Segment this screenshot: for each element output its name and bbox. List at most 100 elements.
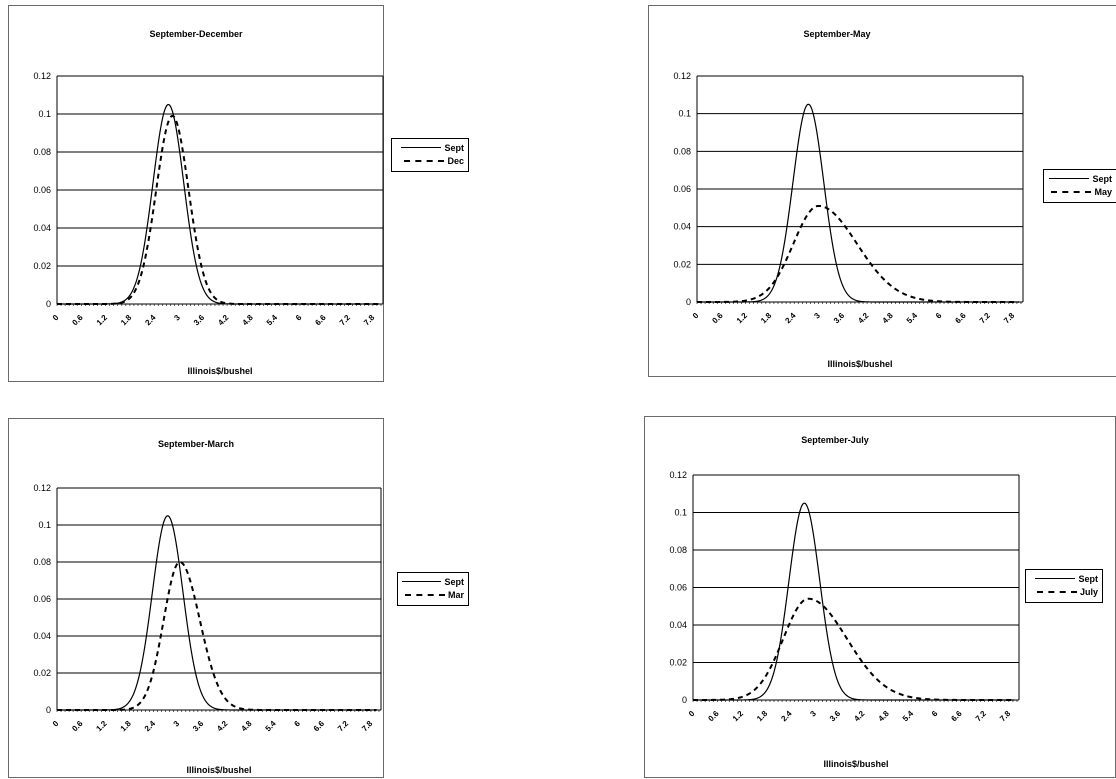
x-tick-label: 7.8 <box>360 719 375 734</box>
x-tick-label: 3.6 <box>828 709 843 724</box>
y-tick-label: 0.04 <box>673 222 691 232</box>
x-tick-label: 4.2 <box>215 719 230 734</box>
chart-title: September-July <box>801 435 869 445</box>
x-tick-label: 7.2 <box>974 709 989 724</box>
x-tick-label: 3 <box>812 311 822 321</box>
x-tick-label: 4.2 <box>216 313 231 328</box>
x-tick-label: 2.4 <box>779 709 794 724</box>
x-tick-label: 0 <box>51 719 61 729</box>
x-tick-label: 3.6 <box>832 311 847 326</box>
chart-title: September-December <box>149 29 243 39</box>
legend-item-sept: Sept <box>1030 572 1098 585</box>
x-tick-label: 1.2 <box>94 719 109 734</box>
y-tick-label: 0.08 <box>33 147 51 157</box>
x-tick-label: 4.8 <box>881 311 896 326</box>
legend-label: Sept <box>1078 573 1098 584</box>
chart-panel-sep-jul: September-July 0 0.02 0.04 0.06 0.08 0.1 0.12 0… <box>644 416 1116 778</box>
x-tick-label: 6 <box>292 719 302 729</box>
legend-label: July <box>1079 586 1098 597</box>
legend: Sept July <box>1025 569 1103 603</box>
y-tick-label: 0.04 <box>33 223 51 233</box>
x-tick-label: 3 <box>172 313 182 323</box>
y-tick-label: 0.1 <box>38 520 51 530</box>
y-tick-label: 0.1 <box>678 109 691 119</box>
legend-label: Dec <box>447 155 464 166</box>
y-tick-label: 0.1 <box>674 508 687 518</box>
x-tick-label: 0.6 <box>710 311 725 326</box>
x-tick-label: 7.8 <box>362 313 377 328</box>
plot-area: 0 0.02 0.04 0.06 0.08 0.1 0.12 0 0.6 1.2 1.8 2.4 3 3.… <box>33 71 384 376</box>
x-tick-label: 4.2 <box>856 311 871 326</box>
x-axis-label: Illinois$/bushel <box>827 359 892 369</box>
x-tick-label: 0 <box>687 709 697 719</box>
legend-label: May <box>1094 186 1112 197</box>
x-tick-label: 1.2 <box>731 709 746 724</box>
x-tick-label: 4.2 <box>852 709 867 724</box>
y-tick-label: 0.08 <box>673 146 691 156</box>
legend-item-sept: Sept <box>402 575 464 588</box>
y-tick-label: 0 <box>682 695 687 705</box>
y-tick-label: 0.06 <box>669 583 687 593</box>
y-tick-label: 0.06 <box>33 185 51 195</box>
y-tick-label: 0 <box>46 705 51 715</box>
x-tick-label: 7.2 <box>338 313 353 328</box>
y-tick-label: 0.06 <box>33 594 51 604</box>
x-tick-label: 5.4 <box>265 313 280 328</box>
x-tick-label: 6.6 <box>312 719 327 734</box>
x-tick-label: 7.8 <box>1002 311 1017 326</box>
x-tick-label: 6.6 <box>953 311 968 326</box>
x-tick-label: 4.8 <box>241 313 256 328</box>
y-tick-label: 0.1 <box>38 109 51 119</box>
legend-item-dec: Dec <box>396 154 464 167</box>
chart-title: September-May <box>803 29 871 39</box>
x-axis-label: Illinois$/bushel <box>823 759 888 769</box>
x-tick-label: 1.8 <box>759 311 774 326</box>
x-tick-label: 3.6 <box>192 313 207 328</box>
legend-item-mar: Mar <box>402 588 464 601</box>
plot-area: 0 0.02 0.04 0.06 0.08 0.1 0.12 0 0.6 1.2 1.8 2.4 3 3.… <box>673 71 1024 369</box>
x-tick-label: 1.2 <box>95 313 110 328</box>
series-line-may <box>697 204 1019 303</box>
y-tick-label: 0.02 <box>33 668 51 678</box>
x-tick-label: 4.8 <box>239 719 254 734</box>
x-tick-label: 1.2 <box>735 311 750 326</box>
y-tick-label: 0.04 <box>33 631 51 641</box>
legend-label: Sept <box>444 576 464 587</box>
legend: Sept May <box>1043 169 1116 203</box>
chart-panel-sep-may: September-May 0 0.02 0.04 0.06 0.08 0.1 0.12 0 0… <box>648 5 1116 377</box>
y-tick-label: 0.02 <box>669 658 687 668</box>
series-line-sept <box>57 515 377 711</box>
legend: Sept Dec <box>391 138 469 172</box>
x-tick-label: 2.4 <box>143 313 158 328</box>
y-tick-label: 0.08 <box>669 545 687 555</box>
plot-area: 0 0.02 0.04 0.06 0.08 0.1 0.12 0 0.6 1.2 1.8 2.4 3 3.… <box>33 483 382 775</box>
y-tick-label: 0.12 <box>673 71 691 81</box>
x-tick-label: 7.2 <box>978 311 993 326</box>
y-tick-label: 0.04 <box>669 620 687 630</box>
x-tick-label: 6 <box>930 709 940 719</box>
series-line-july <box>693 597 1015 701</box>
y-tick-label: 0.02 <box>33 261 51 271</box>
x-tick-label: 0 <box>51 313 61 323</box>
legend-label: Mar <box>447 589 464 600</box>
chart-title: September-March <box>157 439 235 449</box>
x-tick-label: 5.4 <box>264 719 279 734</box>
legend-item-sept: Sept <box>396 141 464 154</box>
x-tick-label: 0.6 <box>70 313 85 328</box>
x-tick-label: 5.4 <box>905 311 920 326</box>
x-tick-label: 7.2 <box>336 719 351 734</box>
series-line-sept <box>57 103 379 305</box>
legend-label: Sept <box>1092 173 1112 184</box>
x-axis-label: Illinois$/bushel <box>186 765 251 775</box>
x-tick-label: 3 <box>808 709 818 719</box>
x-tick-label: 1.8 <box>755 709 770 724</box>
x-tick-label: 2.4 <box>143 719 158 734</box>
x-tick-label: 0 <box>691 311 701 321</box>
chart-panel-sep-mar: September-March 0 0.02 0.04 0.06 0.08 0.1 0.12… <box>8 418 469 778</box>
y-tick-label: 0.08 <box>33 557 51 567</box>
x-tick-label: 3 <box>172 719 182 729</box>
series-line-sept <box>693 502 1015 701</box>
legend: Sept Mar <box>397 572 469 606</box>
series-line-dec <box>57 114 379 305</box>
y-tick-label: 0.02 <box>673 259 691 269</box>
